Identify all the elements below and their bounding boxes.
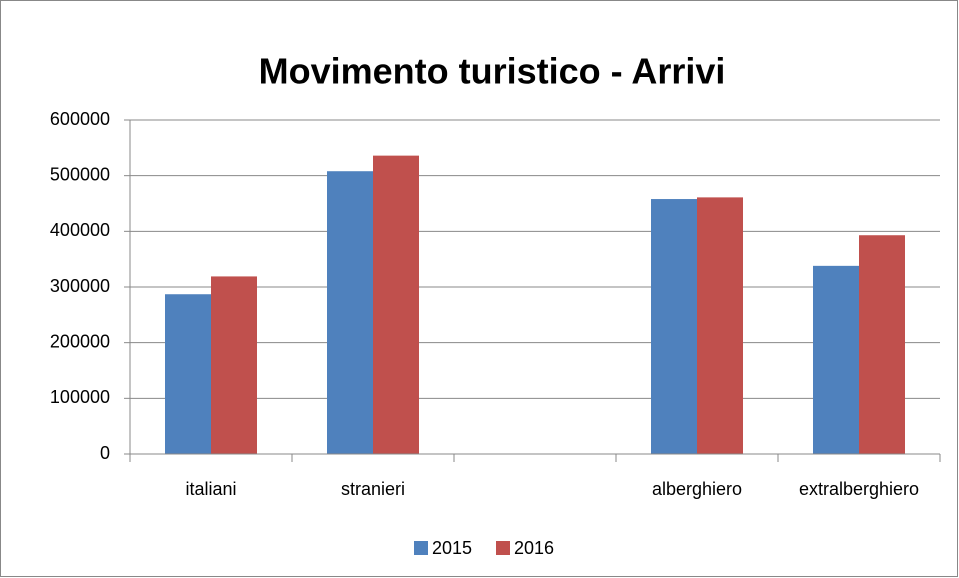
bar xyxy=(651,199,697,454)
chart-title: Movimento turistico - Arrivi xyxy=(259,51,726,92)
bar xyxy=(697,197,743,455)
bar xyxy=(373,155,419,455)
x-tick-label: alberghiero xyxy=(652,479,742,499)
x-tick-label: stranieri xyxy=(341,479,405,499)
x-tick-label: extralberghiero xyxy=(799,479,919,499)
legend-label: 2016 xyxy=(514,538,554,558)
y-tick-label: 0 xyxy=(100,443,110,463)
x-tick-label: italiani xyxy=(185,479,236,499)
y-tick-label: 600000 xyxy=(50,109,110,129)
legend-swatch xyxy=(496,541,510,555)
y-tick-label: 400000 xyxy=(50,220,110,240)
bar xyxy=(327,171,373,455)
y-tick-label: 200000 xyxy=(50,331,110,351)
y-tick-label: 100000 xyxy=(50,387,110,407)
y-tick-label: 300000 xyxy=(50,276,110,296)
legend-swatch xyxy=(414,541,428,555)
bar xyxy=(813,265,859,454)
bar xyxy=(211,276,257,454)
bar xyxy=(859,235,905,454)
y-tick-label: 500000 xyxy=(50,164,110,184)
bar xyxy=(165,294,211,454)
legend-label: 2015 xyxy=(432,538,472,558)
